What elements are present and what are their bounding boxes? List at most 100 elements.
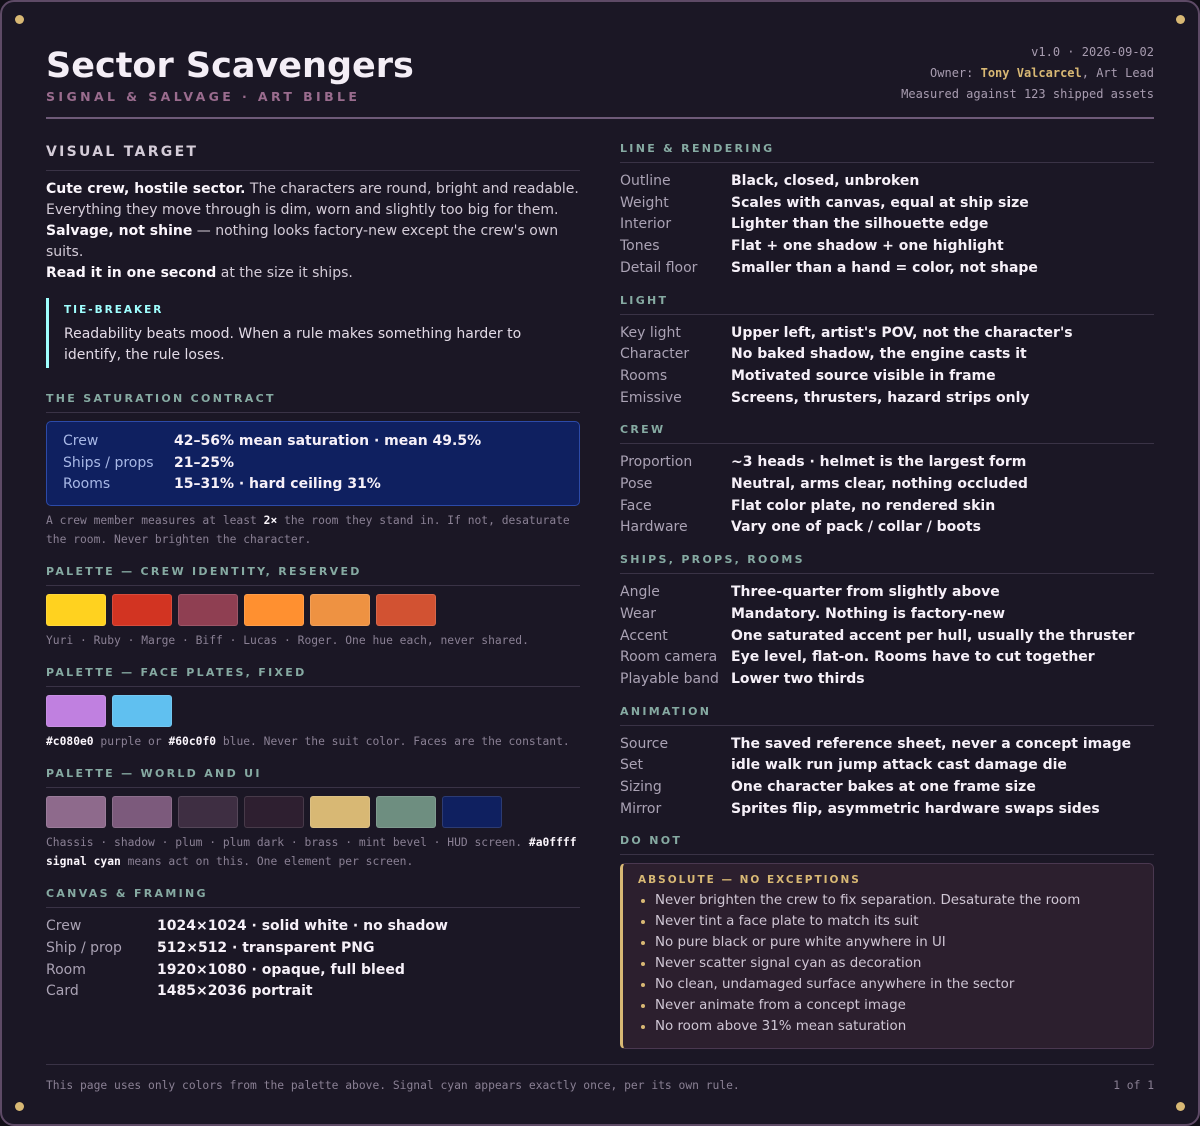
bold-run: Salvage, not shine xyxy=(46,223,193,239)
palette-caption: Chassis · shadow · plum · plum dark · br… xyxy=(46,833,580,871)
footer-note: This page uses only colors from the pale… xyxy=(46,1079,740,1092)
tie-breaker-callout: TIE-BREAKER Readability beats mood. When … xyxy=(46,298,580,368)
canvas-framing: CANVAS & FRAMING Crew 1024×1024 · solid wh… xyxy=(46,887,580,1003)
section-heading: LIGHT xyxy=(620,294,1154,315)
section-heading: THE SATURATION CONTRACT xyxy=(46,392,580,413)
color-swatch xyxy=(112,796,172,829)
key-value-list: Angle Three-quarter from slightly above We… xyxy=(620,582,1154,691)
row-value: Sprites flip, asymmetric hardware swaps … xyxy=(731,800,1100,817)
section-heading: PALETTE — WORLD AND UI xyxy=(46,767,580,789)
spec-section: LIGHT Key light Upper left, artist's POV, … xyxy=(620,294,1154,410)
row-value: One character bakes at one frame size xyxy=(731,779,1036,796)
color-swatch xyxy=(310,594,370,627)
row-label: Source xyxy=(620,735,669,752)
row-label: Wear xyxy=(620,605,656,622)
color-swatch xyxy=(376,796,436,829)
section-heading: ANIMATION xyxy=(620,705,1154,726)
row-value: 42–56% mean saturation · mean 49.5% xyxy=(174,433,482,449)
corner-rivet xyxy=(1176,15,1185,24)
do-not-box: ABSOLUTE — NO EXCEPTIONS Never brighten t… xyxy=(620,863,1154,1050)
row-label: Face xyxy=(620,497,652,514)
owner: Owner: Tony Valcarcel, Art Lead xyxy=(901,63,1154,84)
row-label: Set xyxy=(620,757,643,774)
row-label: Mirror xyxy=(620,800,662,817)
row-value: No baked shadow, the engine casts it xyxy=(731,346,1027,363)
row-value: Flat + one shadow + one highlight xyxy=(731,238,1004,255)
spec-section: SHIPS, PROPS, ROOMS Angle Three-quarter fr… xyxy=(620,553,1154,691)
header: Sector Scavengers SIGNAL & SALVAGE · ART … xyxy=(46,42,1154,119)
color-swatch xyxy=(46,695,106,728)
row-value: The saved reference sheet, never a conce… xyxy=(731,735,1132,752)
swatch-row xyxy=(46,695,580,728)
text-run: means act on this. One element per scree… xyxy=(120,855,414,869)
row-label: Proportion xyxy=(620,454,693,471)
swatch-row xyxy=(46,594,580,627)
bold-run: Tony Valcarcel xyxy=(980,66,1082,80)
section-heading: PALETTE — CREW IDENTITY, RESERVED xyxy=(46,565,580,587)
row-label: Hardware xyxy=(620,519,688,536)
row-label: Pose xyxy=(620,476,653,493)
row-label: Accent xyxy=(620,627,668,644)
rule-list: Never brighten the crew to fix separatio… xyxy=(638,890,1137,1037)
row-value: Eye level, flat-on. Rooms have to cut to… xyxy=(731,649,1095,666)
palette-caption: #c080e0 purple or #60c0f0 blue. Never th… xyxy=(46,732,580,751)
bold-run: Read it in one second xyxy=(46,265,217,281)
section-heading: LINE & RENDERING xyxy=(620,142,1154,163)
saturation-contract: THE SATURATION CONTRACT Crew 42–56% mean s… xyxy=(46,392,580,549)
row-value: 512×512 · transparent PNG xyxy=(157,939,375,956)
palette-caption: Yuri · Ruby · Marge · Biff · Lucas · Rog… xyxy=(46,631,580,650)
row-value: Lighter than the silhouette edge xyxy=(731,216,989,233)
row-value: 15–31% · hard ceiling 31% xyxy=(174,476,381,493)
corner-rivet xyxy=(15,15,24,24)
row-label: Sizing xyxy=(620,779,662,796)
row-value: 1920×1080 · opaque, full bleed xyxy=(157,961,405,978)
section-heading: CREW xyxy=(620,423,1154,445)
row-label: Rooms xyxy=(63,476,111,493)
left-column: VISUAL TARGET Cute crew, hostile sector. … xyxy=(46,130,580,1003)
row-label: Rooms xyxy=(620,367,668,384)
color-swatch xyxy=(112,695,172,728)
section-heading: DO NOT xyxy=(620,834,1154,856)
row-label: Character xyxy=(620,346,690,363)
text-run: Chassis · shadow · plum · plum dark · br… xyxy=(46,836,529,850)
section-heading: SHIPS, PROPS, ROOMS xyxy=(620,553,1154,575)
color-swatch xyxy=(46,594,106,627)
note: A crew member measures at least 2× the r… xyxy=(46,511,580,549)
row-label: Ships / props xyxy=(63,454,154,471)
row-value: Lower two thirds xyxy=(731,670,865,687)
text-run: blue. Never the suit color. Faces are th… xyxy=(216,735,570,749)
key-value-list: Proportion ~3 heads · helmet is the large… xyxy=(620,452,1154,539)
row-value: 21–25% xyxy=(174,454,234,471)
footer: This page uses only colors from the pale… xyxy=(46,1064,1154,1092)
row-label: Outline xyxy=(620,173,671,189)
callout-label: TIE-BREAKER xyxy=(64,304,164,316)
row-value: idle walk run jump attack cast damage di… xyxy=(731,757,1067,774)
color-swatch xyxy=(376,594,436,627)
row-value: Neutral, arms clear, nothing occluded xyxy=(731,476,1028,493)
row-label: Weight xyxy=(620,194,669,211)
do-not-label: ABSOLUTE — NO EXCEPTIONS xyxy=(638,874,861,887)
color-swatch xyxy=(112,594,172,627)
rule-item: Never scatter signal cyan as decoration xyxy=(655,953,1137,974)
row-label: Card xyxy=(46,983,79,1000)
color-swatch xyxy=(310,796,370,829)
row-value: Black, closed, unbroken xyxy=(731,173,920,189)
key-value-list: Key light Upper left, artist's POV, not t… xyxy=(620,323,1154,410)
page-number: 1 of 1 xyxy=(1113,1079,1154,1092)
color-swatch xyxy=(178,796,238,829)
row-label: Playable band xyxy=(620,670,719,687)
paragraph: Read it in one second at the size it shi… xyxy=(46,263,580,284)
row-value: Mandatory. Nothing is factory-new xyxy=(731,605,1006,622)
row-label: Tones xyxy=(620,238,660,255)
palette: PALETTE — WORLD AND UI Chassis · shadow ·… xyxy=(46,767,580,871)
section-heading: PALETTE — FACE PLATES, FIXED xyxy=(46,666,580,688)
row-value: Three-quarter from slightly above xyxy=(731,584,1000,601)
row-value: Smaller than a hand = color, not shape xyxy=(731,259,1038,276)
rule-item: Never brighten the crew to fix separatio… xyxy=(655,890,1137,911)
row-label: Key light xyxy=(620,324,681,341)
color-swatch xyxy=(178,594,238,627)
rule-item: Never tint a face plate to match its sui… xyxy=(655,911,1137,932)
version: v1.0 · 2026-09-02 xyxy=(1031,45,1154,59)
saturation-box: Crew 42–56% mean saturation · mean 49.5% S… xyxy=(46,421,580,507)
